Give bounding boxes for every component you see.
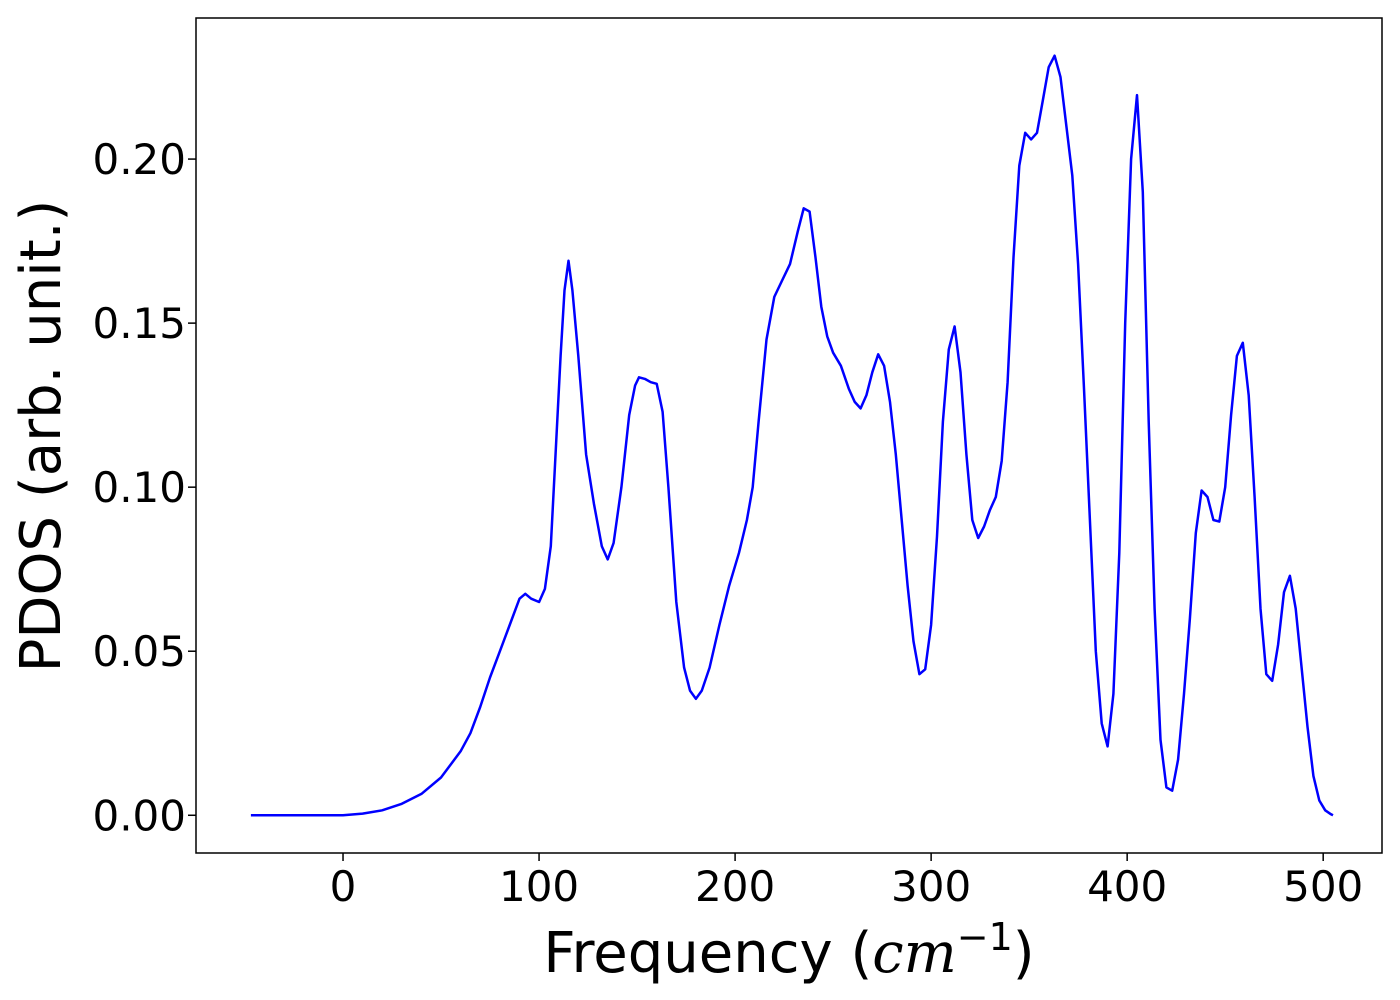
- x-tick-label: 500: [1283, 862, 1363, 911]
- plot-area-frame: [195, 17, 1383, 854]
- x-axis-label-unit: cm: [872, 921, 956, 986]
- series-layer: [250, 54, 1334, 817]
- y-tick-label: 0.00: [92, 791, 186, 840]
- x-tick-label: 300: [891, 862, 971, 911]
- x-tick-label: 400: [1087, 862, 1167, 911]
- y-tick-label: 0.05: [92, 627, 186, 676]
- x-tick-label: 200: [695, 862, 775, 911]
- x-axis-label: Frequency (cm−1): [543, 915, 1034, 986]
- x-tick-label: 0: [330, 862, 357, 911]
- x-tick-label: 100: [499, 862, 579, 911]
- x-axis-label-close: ): [1013, 921, 1035, 986]
- y-axis-label: PDOS (arb. unit.): [9, 200, 74, 673]
- y-axis-ticks: 0.00 0.05 0.10 0.15 0.20: [92, 135, 196, 840]
- pdos-series-line-0: [250, 54, 1334, 817]
- x-axis-label-text: Frequency (: [543, 921, 872, 986]
- y-tick-label: 0.20: [92, 135, 186, 184]
- y-tick-label: 0.10: [92, 463, 186, 512]
- x-axis-label-exponent: −1: [957, 915, 1013, 959]
- x-axis-ticks: 0 100 200 300 400 500: [330, 853, 1363, 911]
- y-tick-label: 0.15: [92, 299, 186, 348]
